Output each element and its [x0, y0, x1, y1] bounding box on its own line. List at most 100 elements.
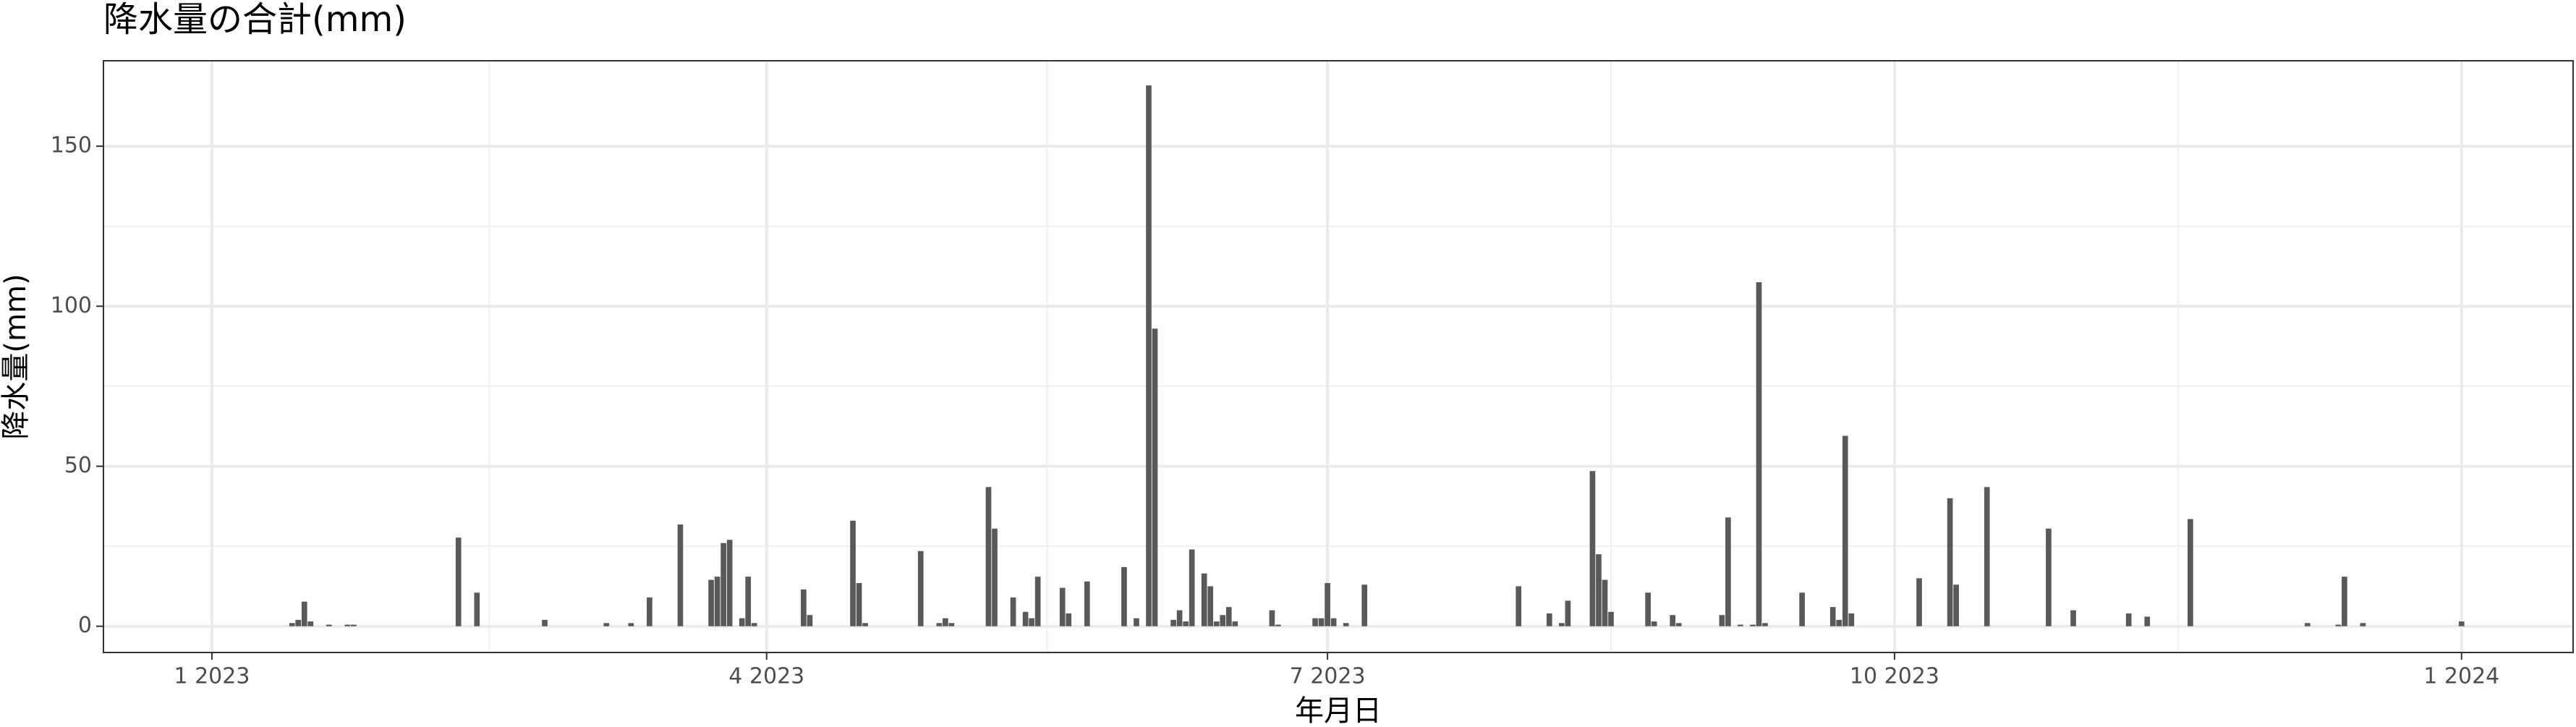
bar [1225, 607, 1232, 626]
bar [2360, 623, 2366, 626]
bar [2335, 624, 2342, 626]
bar [1189, 549, 1195, 626]
bar [1146, 85, 1152, 626]
bar [1608, 611, 1614, 626]
bar [1953, 584, 1959, 626]
bar [1269, 610, 1275, 626]
bar [985, 487, 992, 626]
x-tick-label: 1 2024 [2423, 664, 2499, 689]
bar [603, 623, 610, 626]
bar [1916, 578, 1922, 626]
bar [1330, 618, 1337, 626]
bar [856, 582, 862, 626]
bar [714, 577, 720, 626]
bar [1947, 498, 1953, 626]
y-tick-label: 100 [51, 293, 92, 318]
bar [1719, 615, 1725, 626]
bar [301, 601, 307, 626]
bar [850, 520, 856, 626]
bar [1084, 581, 1090, 626]
bar [1176, 610, 1183, 626]
x-tick-label: 7 2023 [1290, 664, 1366, 689]
bar [1029, 618, 1034, 626]
x-tick-label: 10 2023 [1850, 664, 1939, 689]
bar [1022, 611, 1029, 626]
bar [1312, 618, 1318, 626]
bar [1670, 615, 1676, 626]
bar [1675, 623, 1682, 626]
bar [1842, 435, 1848, 626]
bar [1565, 600, 1571, 626]
bar [1343, 623, 1349, 626]
chart-title: 降水量の合計(mm) [103, 0, 407, 40]
bar [647, 597, 652, 626]
bar [1275, 624, 1281, 626]
bar [2458, 621, 2465, 626]
bar [1984, 487, 1990, 626]
bar [1516, 586, 1522, 626]
bar [1750, 624, 1756, 626]
y-tick-label: 50 [64, 453, 92, 478]
bar [677, 524, 684, 626]
bar [801, 589, 807, 626]
bar [1361, 584, 1368, 626]
bar [745, 577, 752, 626]
bar [917, 550, 924, 626]
y-axis-title: 降水量(mm) [0, 273, 33, 439]
plot-background [103, 61, 2573, 652]
bar [542, 619, 548, 626]
bar [1596, 554, 1602, 626]
bar [1799, 592, 1805, 626]
bar [1183, 621, 1189, 626]
bar [2046, 528, 2052, 626]
bar [2144, 616, 2151, 626]
bar [1201, 573, 1207, 626]
bar [948, 623, 955, 626]
bar [455, 537, 462, 626]
bar [2070, 610, 2076, 626]
bar [1546, 613, 1552, 626]
bar [326, 624, 332, 626]
bar [2304, 623, 2311, 626]
bar [1738, 624, 1743, 626]
bar [862, 623, 868, 626]
bar [1170, 619, 1176, 626]
bar [943, 618, 948, 626]
bar [1559, 623, 1565, 626]
bar [2342, 577, 2347, 626]
x-axis-title: 年月日 [1295, 694, 1382, 727]
bar [1651, 621, 1657, 626]
bar [1848, 613, 1855, 626]
bar [1589, 471, 1596, 626]
bar [1829, 607, 1836, 626]
bar [1756, 282, 1762, 626]
bar [1762, 623, 1768, 626]
plot-border [103, 60, 2574, 653]
bar [751, 623, 757, 626]
bar [708, 579, 714, 626]
bar [807, 615, 813, 626]
bar [1725, 517, 1731, 626]
bar [1059, 587, 1066, 626]
x-tick-label: 4 2023 [728, 664, 804, 689]
bar [2188, 519, 2193, 626]
bar [295, 619, 302, 626]
bar [739, 618, 745, 626]
bar [936, 623, 943, 626]
bar [1232, 621, 1238, 626]
bar [474, 592, 480, 626]
bar [1602, 579, 1608, 626]
bar [1325, 582, 1330, 626]
bar [351, 624, 357, 626]
bar [720, 543, 726, 626]
x-tick-label: 1 2023 [174, 664, 250, 689]
bar [1121, 566, 1127, 626]
y-tick-label: 150 [51, 133, 92, 158]
bar [726, 540, 733, 626]
bar [2125, 613, 2132, 626]
bar [1134, 618, 1139, 626]
bar [307, 621, 314, 626]
bar [628, 623, 634, 626]
